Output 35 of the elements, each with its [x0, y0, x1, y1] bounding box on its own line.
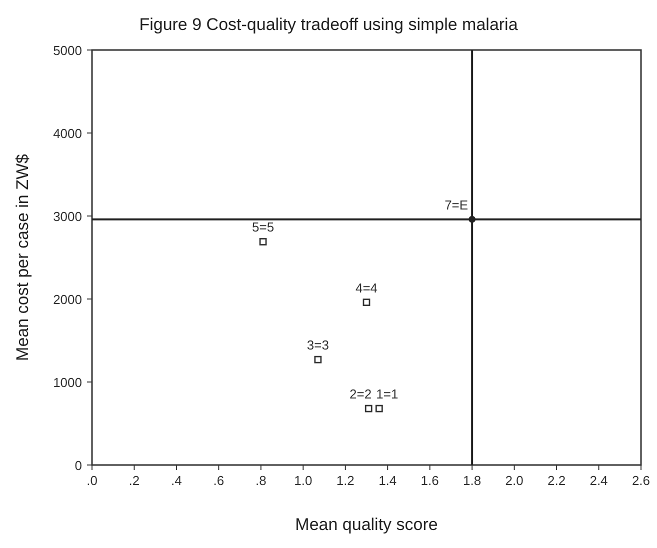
y-tick-label: 1000 — [53, 375, 82, 390]
point — [314, 356, 322, 364]
x-tick-label: 2.6 — [632, 473, 650, 488]
x-tick-label: 1.4 — [378, 473, 397, 488]
point — [364, 404, 372, 412]
point — [259, 238, 267, 246]
chart-title: Figure 9 Cost-quality tradeoff using simple malaria — [139, 15, 518, 34]
annotation: 4=4 — [355, 280, 378, 296]
x-tick-label: .8 — [256, 473, 266, 488]
annotation: 1=1 — [376, 386, 398, 402]
annotation: 7=E — [444, 197, 468, 212]
y-tick-label: 4000 — [53, 126, 82, 141]
x-tick-label: .0 — [86, 473, 98, 488]
y-axis-title: Mean cost per case in ZW$ — [13, 154, 32, 361]
x-tick-label: 2.0 — [505, 473, 524, 488]
x-tick-label: 1.8 — [463, 473, 482, 488]
x-tick-label: 1.6 — [420, 473, 439, 488]
y-tick-label: 5000 — [53, 43, 82, 58]
x-tick-label: .4 — [171, 473, 182, 488]
y-tick-label: 0 — [74, 458, 82, 473]
point — [468, 216, 476, 223]
point — [362, 298, 370, 306]
y-tick-label: 3000 — [53, 209, 82, 224]
annotation: 2=2 — [350, 386, 372, 402]
x-tick-label: 1.2 — [336, 473, 354, 488]
point — [375, 404, 383, 412]
annotation: 3=3 — [306, 338, 329, 353]
x-tick-label: 2.4 — [590, 473, 608, 488]
annotation: 5=5 — [252, 220, 274, 235]
x-tick-label: .6 — [213, 473, 224, 488]
x-axis-title: Mean quality score — [295, 515, 438, 534]
x-tick-label: 2.2 — [548, 473, 566, 488]
y-tick-label: 2000 — [53, 292, 82, 307]
x-tick-label: .2 — [128, 473, 140, 488]
x-tick-label: 1.0 — [294, 473, 312, 488]
